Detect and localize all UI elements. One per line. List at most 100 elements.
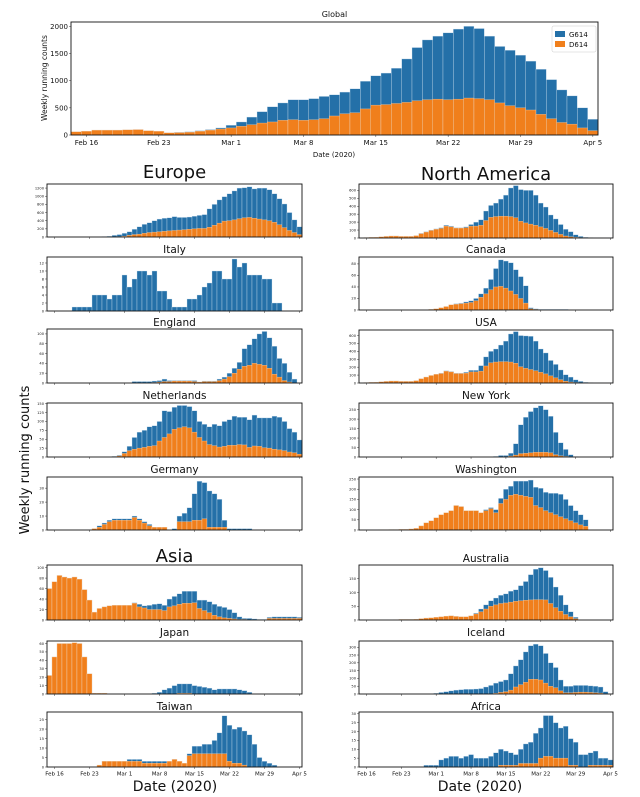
bar-d614 bbox=[226, 376, 233, 383]
bar-d614 bbox=[143, 130, 154, 135]
bar-d614 bbox=[548, 603, 554, 620]
bar-d614 bbox=[176, 427, 183, 457]
bar-d614 bbox=[111, 605, 118, 620]
bar-d614 bbox=[221, 753, 228, 767]
bar-d614 bbox=[51, 656, 58, 694]
bar-d614 bbox=[276, 376, 283, 383]
bar-g614 bbox=[498, 749, 504, 767]
panel-title: Global bbox=[322, 10, 348, 19]
bar-d614 bbox=[538, 679, 544, 694]
bar-g614 bbox=[478, 688, 484, 694]
ytick-label: 8 bbox=[42, 277, 45, 281]
bar-d614 bbox=[241, 366, 248, 383]
ytick-label: 600 bbox=[37, 211, 45, 215]
bar-d614 bbox=[533, 763, 539, 767]
bar-d614 bbox=[121, 520, 128, 530]
ytick-label: 20 bbox=[39, 608, 44, 612]
bar-d614 bbox=[513, 294, 519, 310]
bar-d614 bbox=[463, 302, 469, 310]
bar-d614 bbox=[523, 368, 529, 383]
bar-d614 bbox=[513, 494, 519, 530]
bar-d614 bbox=[61, 576, 68, 620]
bar-d614 bbox=[433, 374, 439, 383]
ytick-label: 150 bbox=[349, 669, 357, 673]
bar-d614 bbox=[111, 520, 118, 530]
bar-d614 bbox=[246, 217, 253, 237]
bars bbox=[101, 186, 302, 237]
bar-d614 bbox=[422, 99, 433, 135]
bar-d614 bbox=[101, 761, 108, 767]
bar-d614 bbox=[503, 602, 509, 620]
bar-g614 bbox=[453, 756, 459, 767]
ytick-label: 4 bbox=[42, 293, 45, 297]
bars bbox=[423, 715, 613, 767]
bar-d614 bbox=[186, 229, 193, 237]
bar-d614 bbox=[241, 217, 248, 237]
bar-d614 bbox=[543, 228, 549, 238]
panel-title: Japan bbox=[159, 627, 189, 639]
bar-d614 bbox=[191, 431, 198, 457]
x-axis-label-left: Date (2020) bbox=[133, 779, 217, 795]
ytick-label: 150 bbox=[349, 577, 357, 581]
ytick-label: 500 bbox=[349, 197, 357, 201]
bar-d614 bbox=[528, 763, 534, 767]
bar-d614 bbox=[423, 231, 429, 238]
panel-title: Australia bbox=[463, 553, 509, 565]
ytick-label: 0 bbox=[42, 235, 45, 239]
bar-g614 bbox=[493, 682, 499, 694]
ytick-label: 20 bbox=[39, 371, 44, 375]
ytick-label: 0 bbox=[354, 765, 357, 769]
bar-d614 bbox=[458, 616, 464, 620]
bar-g614 bbox=[236, 689, 243, 694]
ytick-label: 1500 bbox=[50, 50, 68, 58]
ytick-label: 10 bbox=[39, 746, 44, 750]
xtick-label: Mar 29 bbox=[508, 139, 532, 147]
bar-d614 bbox=[131, 761, 138, 767]
bar-d614 bbox=[533, 370, 539, 383]
bar-g614 bbox=[116, 294, 123, 311]
bar-d614 bbox=[543, 373, 549, 383]
xtick-label: Mar 22 bbox=[531, 772, 550, 778]
bar-g614 bbox=[216, 688, 223, 694]
bar-d614 bbox=[443, 225, 449, 238]
bar-d614 bbox=[494, 102, 506, 135]
xtick-label: Mar 1 bbox=[117, 772, 133, 778]
xtick-label: Apr 5 bbox=[583, 139, 602, 147]
bar-d614 bbox=[528, 452, 534, 457]
ytick-label: 400 bbox=[349, 350, 357, 354]
bar-d614 bbox=[498, 603, 504, 620]
y-axis-label: Weekly running counts bbox=[18, 385, 33, 534]
bar-g614 bbox=[281, 363, 288, 383]
bar-d614 bbox=[166, 230, 173, 237]
bar-g614 bbox=[577, 754, 584, 767]
ytick-label: 0 bbox=[64, 131, 68, 139]
bar-g614 bbox=[246, 528, 253, 530]
bar-d614 bbox=[246, 365, 253, 383]
bar-d614 bbox=[146, 609, 153, 620]
panel-europe: 0 200 400 600 800 1000 1200 Europe bbox=[35, 162, 303, 239]
bar-d614 bbox=[488, 508, 494, 530]
bar-d614 bbox=[271, 373, 278, 383]
ytick-label: 0 bbox=[354, 308, 357, 312]
bar-g614 bbox=[186, 298, 193, 311]
bar-g614 bbox=[236, 726, 243, 767]
bar-g614 bbox=[568, 454, 574, 457]
bar-g614 bbox=[191, 298, 198, 311]
ytick-label: 300 bbox=[349, 645, 357, 649]
panel-title: Netherlands bbox=[142, 390, 206, 402]
bar-d614 bbox=[211, 445, 218, 457]
bar-d614 bbox=[582, 526, 589, 530]
bar-d614 bbox=[438, 228, 444, 238]
bar-d614 bbox=[543, 682, 549, 694]
bar-d614 bbox=[533, 599, 539, 620]
bar-d614 bbox=[418, 378, 424, 383]
bar-g614 bbox=[493, 752, 499, 767]
bar-d614 bbox=[47, 588, 53, 620]
global-y-axis-label: Weekly running counts bbox=[40, 35, 49, 121]
bar-g614 bbox=[126, 286, 133, 311]
bar-d614 bbox=[196, 520, 203, 530]
axes-frame bbox=[46, 328, 303, 384]
ytick-label: 40 bbox=[39, 362, 44, 366]
bar-d614 bbox=[106, 605, 113, 620]
bar-g614 bbox=[251, 744, 258, 767]
